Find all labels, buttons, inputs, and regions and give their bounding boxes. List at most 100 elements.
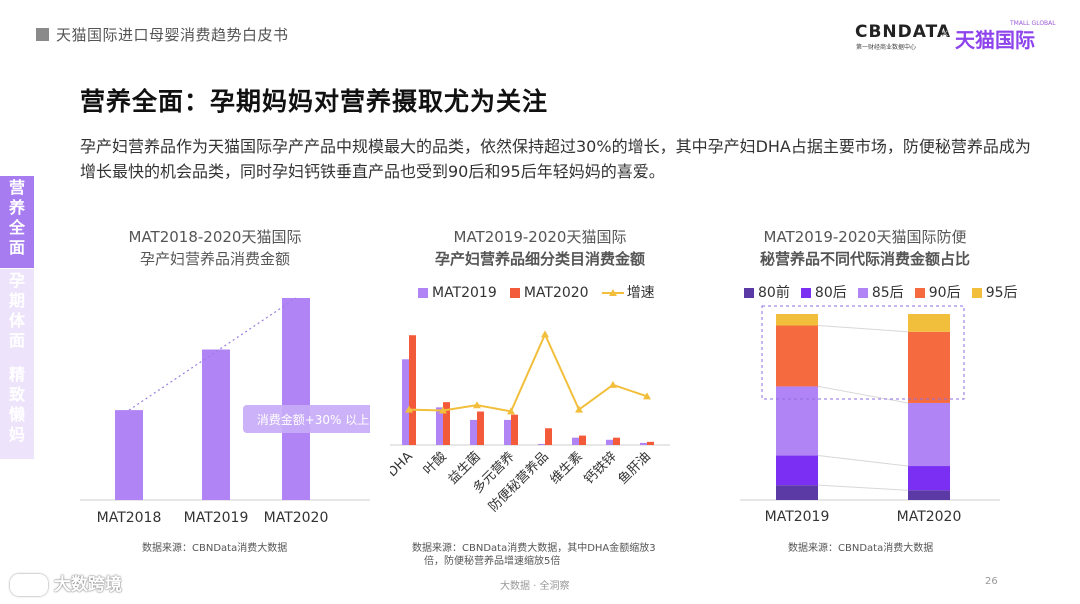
- chart3-title: MAT2019-2020天猫国际防便 秘营养品不同代际消费金额占比: [725, 226, 1005, 270]
- chart2-growth-point: [507, 407, 515, 415]
- chart2-growth-point: [643, 392, 651, 400]
- legend-swatch-mat2019: [418, 288, 428, 298]
- chart1-bar-MAT2020: [282, 298, 310, 500]
- chart3-segment-95后: [776, 314, 818, 326]
- page-number: 26: [985, 576, 998, 587]
- chart2-bar-MAT2020: [545, 428, 552, 445]
- chart3-connector-line: [817, 484, 909, 491]
- legend-label: 95后: [985, 285, 1018, 301]
- chart1-title: MAT2018-2020天猫国际 孕产妇营养品消费金额: [90, 226, 340, 270]
- chart2-bar-MAT2019: [436, 407, 443, 445]
- chart2-growth-point: [439, 406, 447, 414]
- chart3-segment-90后: [776, 325, 818, 387]
- chart3-segment-85后: [776, 386, 818, 456]
- side-tab-lazy-mom[interactable]: 精致懒妈: [0, 363, 34, 459]
- chart1-annotation-box: [243, 405, 370, 433]
- chart3-segment-90后: [908, 331, 950, 403]
- chart2-source-line2: 倍，防便秘营养品增速缩放5倍: [424, 556, 561, 567]
- chart2-bar-MAT2019: [402, 359, 409, 445]
- report-title: 天猫国际进口母婴消费趋势白皮书: [56, 26, 289, 44]
- side-tab-label: 营养全面: [9, 178, 26, 257]
- chart1-bar-MAT2019: [202, 349, 230, 500]
- chart3-title-line2: 秘营养品不同代际消费金额占比: [759, 250, 970, 268]
- chart2-bar-MAT2020: [613, 437, 620, 445]
- legend-mat2019: MAT2019: [418, 285, 497, 301]
- watermark: 大数跨境: [10, 570, 122, 596]
- side-tab-label: 精致懒妈: [9, 365, 26, 444]
- side-tab-label: 孕期体面: [9, 271, 26, 350]
- chart3-segment-95后: [908, 314, 950, 332]
- chart2-bar-MAT2020: [579, 435, 586, 445]
- chart2-bar-MAT2019: [504, 419, 511, 445]
- legend-label: 85后: [871, 285, 904, 301]
- chart2-bar-MAT2019: [470, 419, 477, 445]
- legend-swatch: [744, 288, 754, 298]
- footer-tagline: 大数据 · 全洞察: [500, 581, 570, 592]
- chart1-trend-line: [128, 297, 297, 411]
- chart3-segment-80后: [776, 455, 818, 486]
- legend-label: 80后: [814, 285, 847, 301]
- chart3-source: 数据来源：CBNData消费大数据: [788, 543, 934, 554]
- legend-swatch: [914, 288, 925, 298]
- chart2-tick-label: 维生素: [548, 449, 586, 487]
- legend-80s: 80后: [800, 285, 847, 301]
- chart3-segment-80前: [776, 485, 818, 500]
- chart3-legend: 80前 80后 85后 90后 95后: [744, 282, 1018, 302]
- chart2-tick-label: 鱼肝油: [615, 449, 654, 488]
- chart3-segment-80前: [908, 490, 950, 500]
- legend-label: 90后: [928, 285, 961, 301]
- chart1-tick-label: MAT2018: [97, 510, 162, 526]
- legend-swatch: [800, 288, 811, 298]
- legend-growth: 增速: [601, 285, 655, 301]
- chart3-segment-80后: [908, 466, 950, 491]
- cbndata-logo: CBNDATA: [855, 22, 952, 42]
- chart1-title-line1: MAT2018-2020天猫国际: [128, 228, 302, 246]
- chart1-tick-label: MAT2020: [264, 510, 329, 526]
- chart3-tick-label: MAT2020: [897, 509, 962, 525]
- chart2-growth-point: [575, 405, 583, 413]
- chart1-title-line2: 孕产妇营养品消费金额: [139, 250, 290, 268]
- chart2-bar-MAT2019: [572, 437, 579, 445]
- chart2-title-line2: 孕产妇营养品细分类目消费金额: [434, 250, 645, 268]
- side-tab-appearance[interactable]: 孕期体面: [0, 269, 34, 363]
- cbndata-logo-subtitle: 第一财经商业数据中心: [856, 44, 917, 51]
- chart2-legend: MAT2019 MAT2020 增速: [418, 282, 655, 302]
- legend-label: MAT2019: [432, 285, 497, 301]
- chart2-tick-label: DHA: [390, 449, 416, 480]
- tmall-logo: 天猫国际: [955, 28, 1035, 52]
- chart2-growth-line: [408, 331, 648, 413]
- chart2-source: 数据来源：CBNData消费大数据，其中DHA金额缩放3 倍，防便秘营养品增速缩…: [412, 542, 672, 568]
- chart2-growth-point: [609, 380, 617, 388]
- legend-label: MAT2020: [523, 285, 589, 301]
- chart2-bar-MAT2019: [606, 439, 613, 445]
- watermark-logo-icon: [10, 574, 48, 596]
- slide-subtitle: 孕产妇营养品作为天猫国际孕产产品中规模最大的品类，依然保持超过30%的增长，其中…: [80, 137, 1031, 181]
- watermark-text: 大数跨境: [53, 575, 122, 595]
- chart1-tick-label: MAT2019: [184, 510, 249, 526]
- chart3-segment-85后: [908, 402, 950, 467]
- chart3-highlight-box: [761, 305, 965, 400]
- chart2-bar-MAT2020: [409, 335, 416, 445]
- legend-label: 增速: [626, 285, 655, 301]
- side-tab-nutrition[interactable]: 营养全面: [0, 176, 34, 268]
- chart1-svg: MAT2018 MAT2019 MAT2020 消费金额+30% 以上: [80, 297, 370, 526]
- chart3-connector-line: [817, 455, 909, 467]
- chart1-bar-MAT2018: [115, 410, 143, 500]
- chart2-tick-label: 叶酸: [421, 449, 450, 478]
- header-square-icon: [36, 28, 49, 41]
- chart3-connector-line: [817, 325, 909, 333]
- chart2-growth-point: [473, 401, 481, 409]
- chart1-annotation-text: 消费金额+30% 以上: [257, 412, 370, 427]
- legend-swatch: [971, 288, 982, 298]
- chart2-bar-MAT2020: [477, 411, 484, 445]
- legend-mat2020: MAT2020: [509, 285, 589, 301]
- chart2-title: MAT2019-2020天猫国际 孕产妇营养品细分类目消费金额: [395, 226, 685, 270]
- legend-line-icon: [601, 289, 624, 296]
- chart2-title-line1: MAT2019-2020天猫国际: [453, 228, 627, 246]
- logo-cross: ×: [940, 26, 951, 40]
- chart2-source-line1: 数据来源：CBNData消费大数据，其中DHA金额缩放3: [412, 543, 656, 554]
- chart2-tick-label: 钙铁锌: [582, 449, 620, 487]
- legend-80-before: 80前: [744, 285, 790, 301]
- chart2-bar-MAT2019: [640, 442, 647, 445]
